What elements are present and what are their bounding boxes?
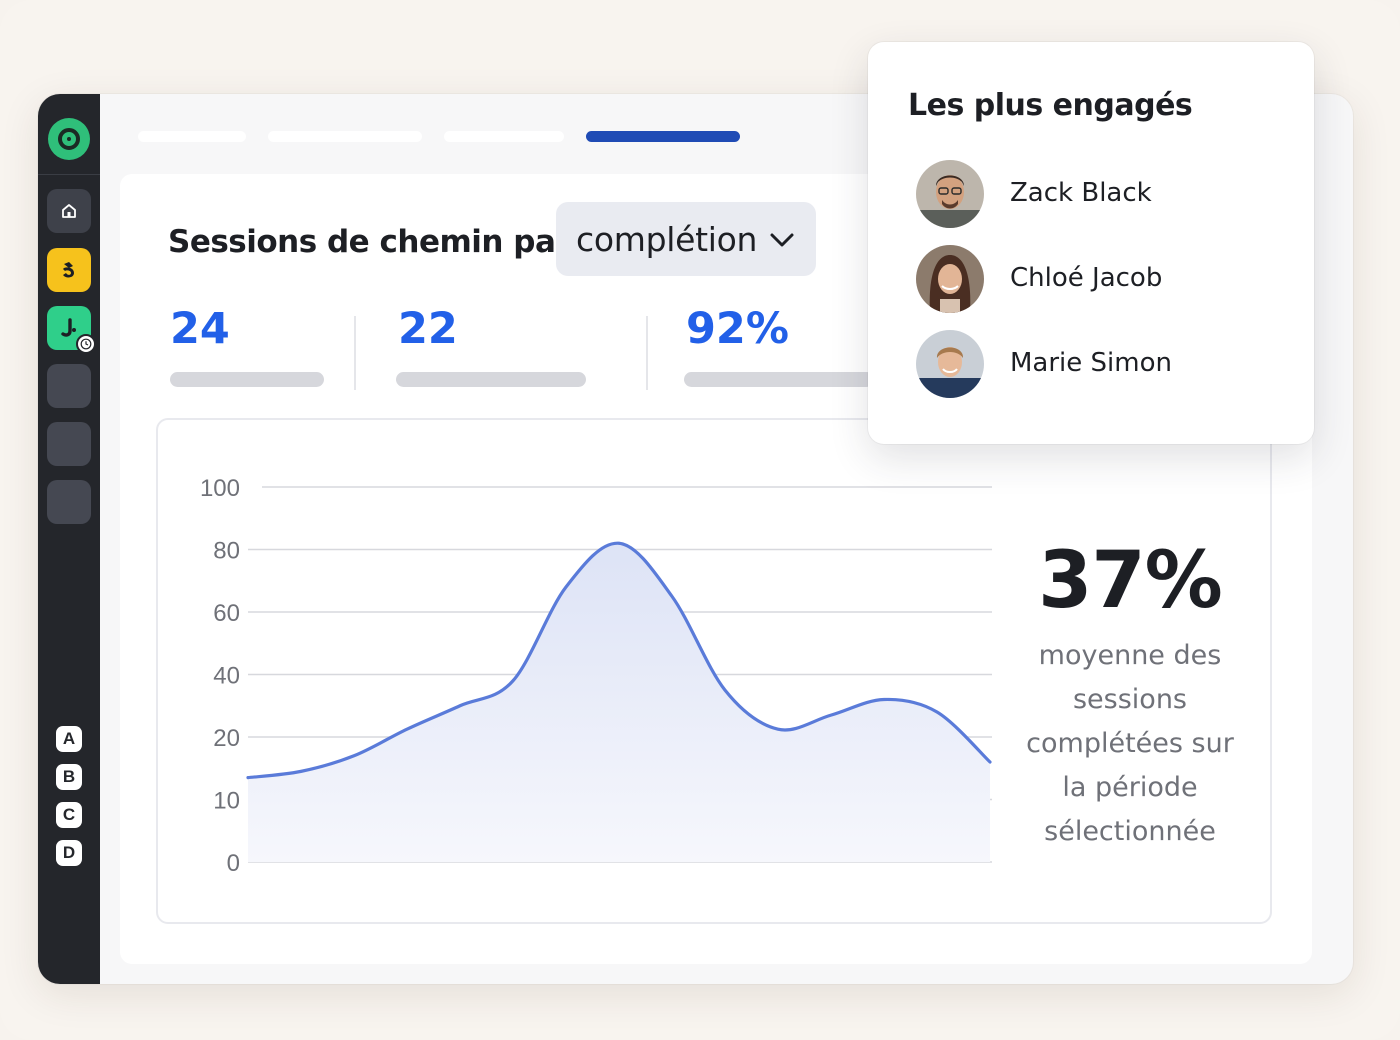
avatar xyxy=(916,330,984,398)
y-tick-label: 100 xyxy=(200,475,240,502)
caption-line: sessions xyxy=(1072,684,1187,715)
stat-value-3: 92% xyxy=(686,304,789,354)
chevron-down-icon xyxy=(770,233,794,247)
most-engaged-panel: Les plus engagés Zack Black xyxy=(868,42,1314,444)
engaged-person[interactable]: Zack Black xyxy=(916,160,1276,230)
person-name: Marie Simon xyxy=(1010,348,1172,378)
main-card: Sessions de chemin par complétion 24 22 … xyxy=(120,174,1312,964)
sidebar: A B C D xyxy=(38,94,100,984)
sidebar-item-placeholder-2[interactable] xyxy=(47,422,91,466)
stat-divider-2 xyxy=(646,316,648,390)
chart-point xyxy=(564,585,568,589)
engaged-person[interactable]: Marie Simon xyxy=(916,330,1276,400)
dropdown-selected-value: complétion xyxy=(576,219,758,259)
person-name: Zack Black xyxy=(1010,178,1152,208)
y-tick-label: 40 xyxy=(213,663,240,690)
chart-container: 100 80 60 40 20 10 0 xyxy=(156,418,1272,924)
stat-label-placeholder-1 xyxy=(170,372,324,387)
chart-series-line xyxy=(246,541,992,780)
y-tick-label: 60 xyxy=(213,600,240,627)
chart-point xyxy=(935,710,939,714)
caption-line: complétées sur xyxy=(1026,728,1234,759)
panel-title: Les plus engagés xyxy=(908,88,1193,123)
engaged-person[interactable]: Chloé Jacob xyxy=(916,245,1276,315)
avatar xyxy=(916,160,984,228)
sidebar-item-home[interactable] xyxy=(47,189,91,233)
chart-point xyxy=(246,776,250,780)
sidebar-divider xyxy=(38,174,100,175)
sidebar-letter-d[interactable]: D xyxy=(56,840,82,866)
chart-point xyxy=(829,713,833,717)
y-tick-label: 0 xyxy=(227,850,240,877)
home-icon xyxy=(62,204,76,218)
sidebar-letter-a[interactable]: A xyxy=(56,726,82,752)
chart-area xyxy=(248,543,990,862)
summary-value: 37% xyxy=(1038,536,1223,626)
chart-point xyxy=(882,698,886,702)
chart-point xyxy=(299,769,303,773)
caption-line: la période xyxy=(1062,772,1198,803)
stat-value-2: 22 xyxy=(398,304,458,354)
chart-point xyxy=(776,727,780,731)
chart-point xyxy=(723,688,727,692)
chart-point xyxy=(511,679,515,683)
caption-line: moyenne des xyxy=(1038,640,1222,671)
chart-point xyxy=(458,704,462,708)
metric-dropdown[interactable]: complétion xyxy=(556,202,816,276)
clock-icon xyxy=(76,334,96,354)
sidebar-item-app-yellow[interactable] xyxy=(47,248,91,292)
y-tick-label: 20 xyxy=(213,725,240,752)
chart-point xyxy=(988,760,992,764)
person-name: Chloé Jacob xyxy=(1010,263,1163,293)
sidebar-letter-b[interactable]: B xyxy=(56,764,82,790)
chart-point xyxy=(405,727,409,731)
stat-divider-1 xyxy=(354,316,356,390)
stat-label-placeholder-3 xyxy=(684,372,874,387)
stat-label-placeholder-2 xyxy=(396,372,586,387)
tab-2[interactable] xyxy=(268,131,422,142)
chart-point xyxy=(670,594,674,598)
chart-point xyxy=(617,541,621,545)
sidebar-letter-c[interactable]: C xyxy=(56,802,82,828)
tab-3[interactable] xyxy=(444,131,564,142)
app-logo-icon[interactable] xyxy=(48,118,90,160)
summary-caption: moyenne des sessions complétées sur la p… xyxy=(1000,634,1260,854)
app-yellow-icon xyxy=(63,262,74,278)
stat-value-1: 24 xyxy=(170,304,230,354)
caption-line: sélectionnée xyxy=(1044,816,1216,847)
y-tick-label: 10 xyxy=(213,788,240,815)
sidebar-item-placeholder-1[interactable] xyxy=(47,364,91,408)
y-tick-label: 80 xyxy=(213,538,240,565)
tab-active[interactable] xyxy=(586,131,740,142)
avatar xyxy=(916,245,984,313)
chart-point xyxy=(352,754,356,758)
app-green-icon xyxy=(61,318,76,337)
page-title: Sessions de chemin par xyxy=(168,224,571,260)
tab-1[interactable] xyxy=(138,131,246,142)
sidebar-item-placeholder-3[interactable] xyxy=(47,480,91,524)
